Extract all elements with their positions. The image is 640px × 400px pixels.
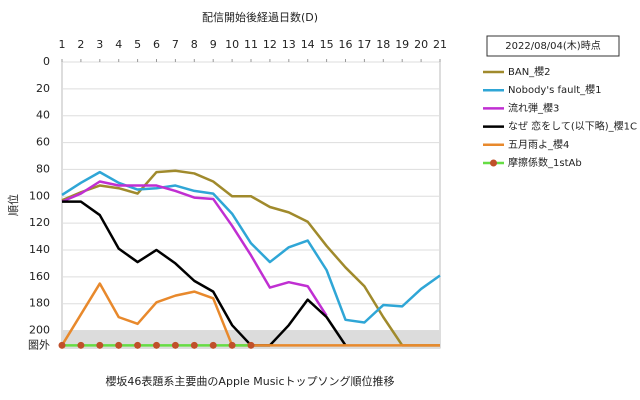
- y-axis-title: 順位: [6, 194, 20, 216]
- series-line: [62, 200, 347, 347]
- x-tick-label: 13: [282, 38, 296, 51]
- annotation-box: [486, 35, 620, 57]
- y-tick-label: 200: [29, 324, 50, 337]
- series-marker: [115, 341, 123, 349]
- x-tick-label: 11: [244, 38, 258, 51]
- x-tick-label: 6: [153, 38, 160, 51]
- x-axis-title: 配信開始後経過日数(D): [202, 10, 318, 24]
- series-marker: [96, 341, 104, 349]
- series-marker: [247, 341, 255, 349]
- caption: 櫻坂46表題系主要曲のApple Musicトップソング順位推移: [105, 374, 394, 388]
- y-tick-label: 60: [36, 136, 50, 149]
- y-tick-label: 40: [36, 109, 50, 122]
- legend-label: Nobody's fault_櫻1: [508, 83, 602, 96]
- x-tick-label: 16: [339, 38, 353, 51]
- series-line: [61, 169, 440, 347]
- y-tick-label: 0: [43, 55, 50, 68]
- y-tick-label: 100: [29, 189, 50, 202]
- legend-label: BAN_櫻2: [508, 65, 551, 78]
- y-tick-label: 120: [29, 216, 50, 229]
- x-tick-label: 5: [134, 38, 141, 51]
- x-tick-label: 21: [433, 38, 447, 51]
- y-tick-label: 180: [29, 297, 50, 310]
- y-tick-label: 140: [29, 243, 50, 256]
- x-tick-label: 14: [301, 38, 315, 51]
- x-tick-label: 17: [357, 38, 371, 51]
- x-tick-label: 7: [172, 38, 179, 51]
- x-tick-label: 20: [414, 38, 428, 51]
- legend-marker: [490, 159, 497, 167]
- x-tick-label: 15: [320, 38, 334, 51]
- series-marker: [209, 341, 217, 349]
- x-tick-label: 3: [96, 38, 103, 51]
- legend-label: 五月雨よ_櫻4: [508, 138, 569, 151]
- series-marker: [171, 341, 179, 349]
- y-tick-label: 20: [36, 82, 50, 95]
- series-marker: [228, 341, 236, 349]
- x-tick-label: 12: [263, 38, 277, 51]
- series-marker: [153, 341, 160, 349]
- legend-label: 摩擦係数_1stAb: [508, 156, 582, 169]
- series-marker: [134, 341, 142, 349]
- x-tick-label: 9: [210, 38, 217, 51]
- x-tick-label: 18: [376, 38, 390, 51]
- y-tick-label: 圏外: [28, 338, 50, 351]
- y-tick-label: 80: [36, 162, 50, 175]
- x-tick-label: 8: [191, 38, 198, 51]
- series-marker: [190, 341, 198, 349]
- plot-area: [61, 61, 441, 349]
- legend-label: なぜ 恋をして(以下略)_櫻1C: [508, 120, 637, 133]
- x-tick-label: 1: [59, 38, 66, 51]
- x-tick-label: 2: [77, 38, 84, 51]
- x-tick-label: 10: [225, 38, 239, 51]
- series-line: [61, 180, 328, 317]
- annotation: 2022/08/04(木)時点: [505, 40, 600, 52]
- series-marker: [77, 341, 85, 349]
- y-tick-label: 160: [29, 270, 50, 283]
- legend-label: 流れ弾_櫻3: [508, 101, 559, 114]
- x-tick-label: 4: [115, 38, 122, 51]
- series-marker: [58, 341, 66, 349]
- x-tick-label: 19: [395, 38, 409, 51]
